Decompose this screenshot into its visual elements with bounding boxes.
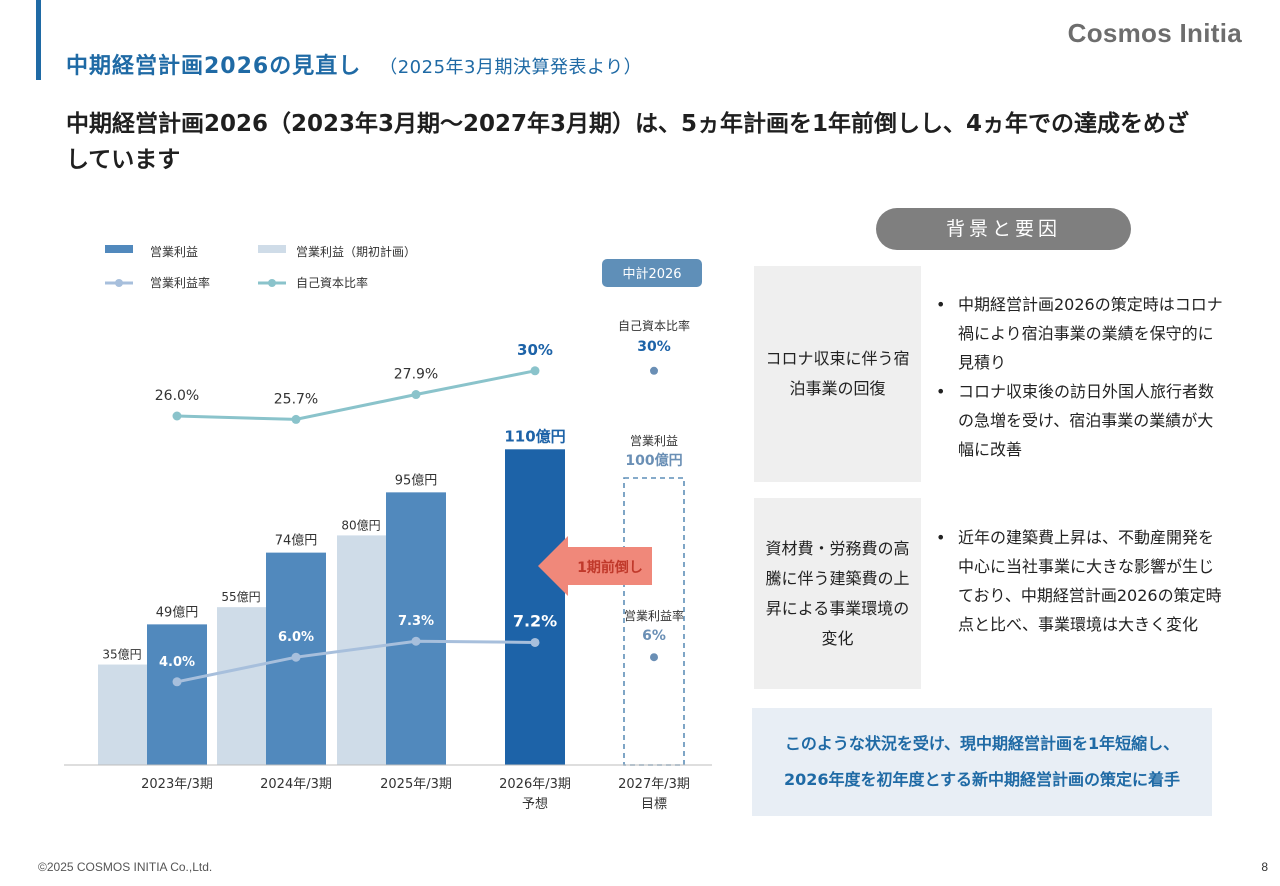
reason-list-covid: 中期経営計画2026の策定時はコロナ禍により宿泊事業の業績を保守的に見積り コロ… <box>934 290 1224 464</box>
x-tick-label: 2023年/3期 <box>141 777 213 792</box>
legend-swatch-op-plan <box>258 245 286 253</box>
conclusion-box: このような状況を受け、現中期経営計画を1年短縮し、 2026年度を初年度とする新… <box>752 708 1212 816</box>
marker-equity <box>291 414 301 424</box>
data-label-op-margin: 4.0% <box>159 655 195 670</box>
reason-box-construction: 資材費・労務費の高騰に伴う建築費の上昇による事業環境の変化 <box>754 498 921 689</box>
company-logo: Cosmos Initia <box>1067 18 1242 48</box>
x-tick-label: 2026年/3期 <box>499 777 571 792</box>
target-margin-value: 6% <box>642 628 666 644</box>
line-op-margin <box>176 639 536 684</box>
background-heading: 背景と要因 <box>876 208 1131 250</box>
conclusion-line: 2026年度を初年度とする新中期経営計画の策定に着手 <box>783 770 1181 789</box>
legend-marker-equity <box>268 279 276 287</box>
marker-op-margin <box>530 637 540 647</box>
reason-bullet: 中期経営計画2026の策定時はコロナ禍により宿泊事業の業績を保守的に見積り <box>934 290 1224 377</box>
target-badge <box>602 259 702 287</box>
bar-op-profit <box>505 449 565 765</box>
target-badge-label: 中計2026 <box>622 266 681 282</box>
data-label-op-plan: 55億円 <box>221 590 260 604</box>
data-label-equity: 25.7% <box>274 391 318 407</box>
data-label-op-plan: 80億円 <box>341 518 380 532</box>
bar-op-profit <box>386 492 446 765</box>
copyright: ©2025 COSMOS INITIA Co.,Ltd. <box>38 860 213 874</box>
x-tick-label: 2024年/3期 <box>260 777 332 792</box>
headline: 中期経営計画2026（2023年3月期～2027年3月期）は、5ヵ年計画を1年前… <box>66 111 1190 173</box>
data-label-op-margin: 7.3% <box>398 614 434 629</box>
target-margin-label: 営業利益率 <box>624 608 684 623</box>
pull-forward-label: 1期前倒し <box>577 559 643 576</box>
x-tick-label: 2027年/3期 <box>618 777 690 792</box>
target-equity-label: 自己資本比率 <box>618 318 690 333</box>
data-label-op-profit: 95億円 <box>395 472 438 488</box>
title-main: 中期経営計画2026の見直し <box>66 54 362 79</box>
data-label-equity: 26.0% <box>155 388 199 404</box>
reason-bullet: コロナ収束後の訪日外国人旅行者数の急増を受け、宿泊事業の業績が大幅に改善 <box>934 377 1224 464</box>
legend-label-op-plan: 営業利益（期初計画） <box>296 244 416 259</box>
bar-op-profit-target <box>623 477 685 766</box>
legend-marker-op-margin <box>115 279 123 287</box>
accent-bar <box>36 0 41 80</box>
line-equity <box>176 369 536 421</box>
marker-equity <box>172 411 182 421</box>
page-number: 8 <box>1261 860 1268 874</box>
legend-label-op-profit: 営業利益 <box>150 245 198 259</box>
marker-equity <box>530 366 540 376</box>
data-label-op-margin: 7.2% <box>513 611 557 630</box>
data-label-op-plan: 35億円 <box>102 648 141 662</box>
target-marker-equity <box>650 366 658 375</box>
marker-equity <box>411 390 421 400</box>
legend-label-equity: 自己資本比率 <box>296 275 368 290</box>
page-title: 中期経営計画2026の見直し （2025年3月期決算発表より） <box>66 48 642 80</box>
marker-op-margin <box>291 652 301 662</box>
data-label-op-profit: 49億円 <box>156 604 199 620</box>
legend-swatch-op-profit <box>105 245 133 253</box>
data-label-op-profit: 74億円 <box>275 533 318 549</box>
data-label-equity: 30% <box>517 341 553 359</box>
reason-bullet: 近年の建築費上昇は、不動産開発を中心に当社事業に大きな影響が生じており、中期経営… <box>934 523 1224 639</box>
marker-op-margin <box>411 636 421 646</box>
x-tick-label: 予想 <box>522 796 548 812</box>
x-tick-label: 目標 <box>641 797 667 812</box>
target-profit-value: 100億円 <box>625 452 682 469</box>
reason-box-covid: コロナ収束に伴う宿泊事業の回復 <box>754 266 921 482</box>
x-tick-label: 2025年/3期 <box>380 777 452 792</box>
data-label-op-profit: 110億円 <box>504 427 565 445</box>
target-marker-op-margin <box>650 653 658 662</box>
data-label-op-margin: 6.0% <box>278 630 314 645</box>
marker-op-margin <box>172 677 182 687</box>
pull-forward-arrow <box>538 536 652 596</box>
chart: 営業利益 営業利益（期初計画）営業利益率 自己資本比率中計202635億円55億円8… <box>64 244 712 812</box>
target-equity-value: 30% <box>637 339 671 355</box>
reason-list-construction: 近年の建築費上昇は、不動産開発を中心に当社事業に大きな影響が生じており、中期経営… <box>934 523 1224 639</box>
title-subtitle: （2025年3月期決算発表より） <box>379 57 643 78</box>
bar-op-profit <box>147 624 207 765</box>
legend-label-op-margin: 営業利益率 <box>150 275 210 290</box>
data-label-equity: 27.9% <box>394 367 438 383</box>
target-profit-label: 営業利益 <box>630 434 678 448</box>
conclusion-line: このような状況を受け、現中期経営計画を1年短縮し、 <box>784 734 1180 753</box>
